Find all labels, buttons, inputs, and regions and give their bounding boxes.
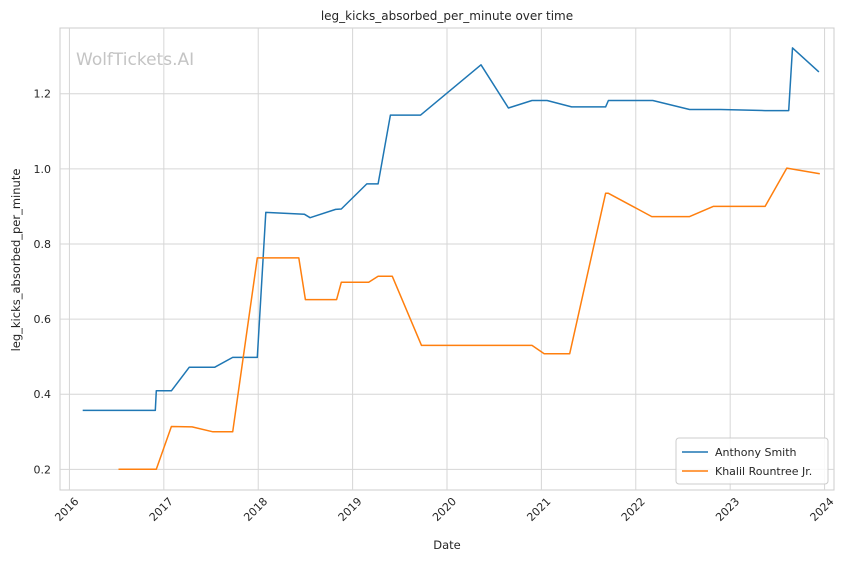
x-tick-label: 2017 [147,495,176,524]
y-tick-label: 0.2 [34,463,52,476]
legend-box [675,437,829,485]
chart-title: leg_kicks_absorbed_per_minute over time [321,9,573,23]
y-tick-label: 0.4 [34,388,52,401]
y-axis-label: leg_kicks_absorbed_per_minute [9,169,23,352]
y-tick-label: 0.6 [34,313,52,326]
legend-label-anthony-smith: Anthony Smith [715,446,797,459]
x-tick-label: 2018 [241,495,270,524]
grid-lines [60,28,834,490]
series-line-anthony-smith [82,47,820,412]
y-axis-ticks: 0.2 0.4 0.6 0.8 1.0 1.2 [34,88,52,477]
x-tick-label: 2016 [52,495,81,524]
series-layer [82,47,820,471]
x-axis-label: Date [433,538,461,552]
x-tick-label: 2024 [808,495,837,524]
x-tick-label: 2020 [430,495,459,524]
series-line-khalil-rountree-jr [118,167,820,471]
x-tick-label: 2019 [336,495,365,524]
y-tick-label: 1.2 [34,88,52,101]
y-tick-label: 1.0 [34,163,52,176]
watermark: WolfTickets.AI [76,50,194,70]
x-tick-label: 2023 [713,495,742,524]
x-tick-label: 2021 [524,495,553,524]
x-tick-label: 2022 [619,495,648,524]
x-axis-ticks: 2016 2017 2018 2019 2020 2021 2022 2023 2024 [52,495,836,524]
y-tick-label: 0.8 [34,238,52,251]
legend-label-khalil-rountree: Khalil Rountree Jr. [715,465,812,478]
legend: Anthony Smith Khalil Rountree Jr. [675,437,829,485]
